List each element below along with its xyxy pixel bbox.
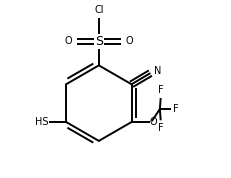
Text: N: N bbox=[154, 66, 161, 76]
Text: O: O bbox=[64, 36, 72, 46]
Text: Cl: Cl bbox=[94, 5, 103, 15]
Text: O: O bbox=[125, 36, 133, 46]
Text: F: F bbox=[157, 85, 163, 95]
Text: S: S bbox=[94, 35, 102, 48]
Text: F: F bbox=[173, 104, 178, 114]
Text: HS: HS bbox=[34, 117, 48, 127]
Text: F: F bbox=[157, 123, 163, 133]
Text: O: O bbox=[148, 117, 156, 127]
